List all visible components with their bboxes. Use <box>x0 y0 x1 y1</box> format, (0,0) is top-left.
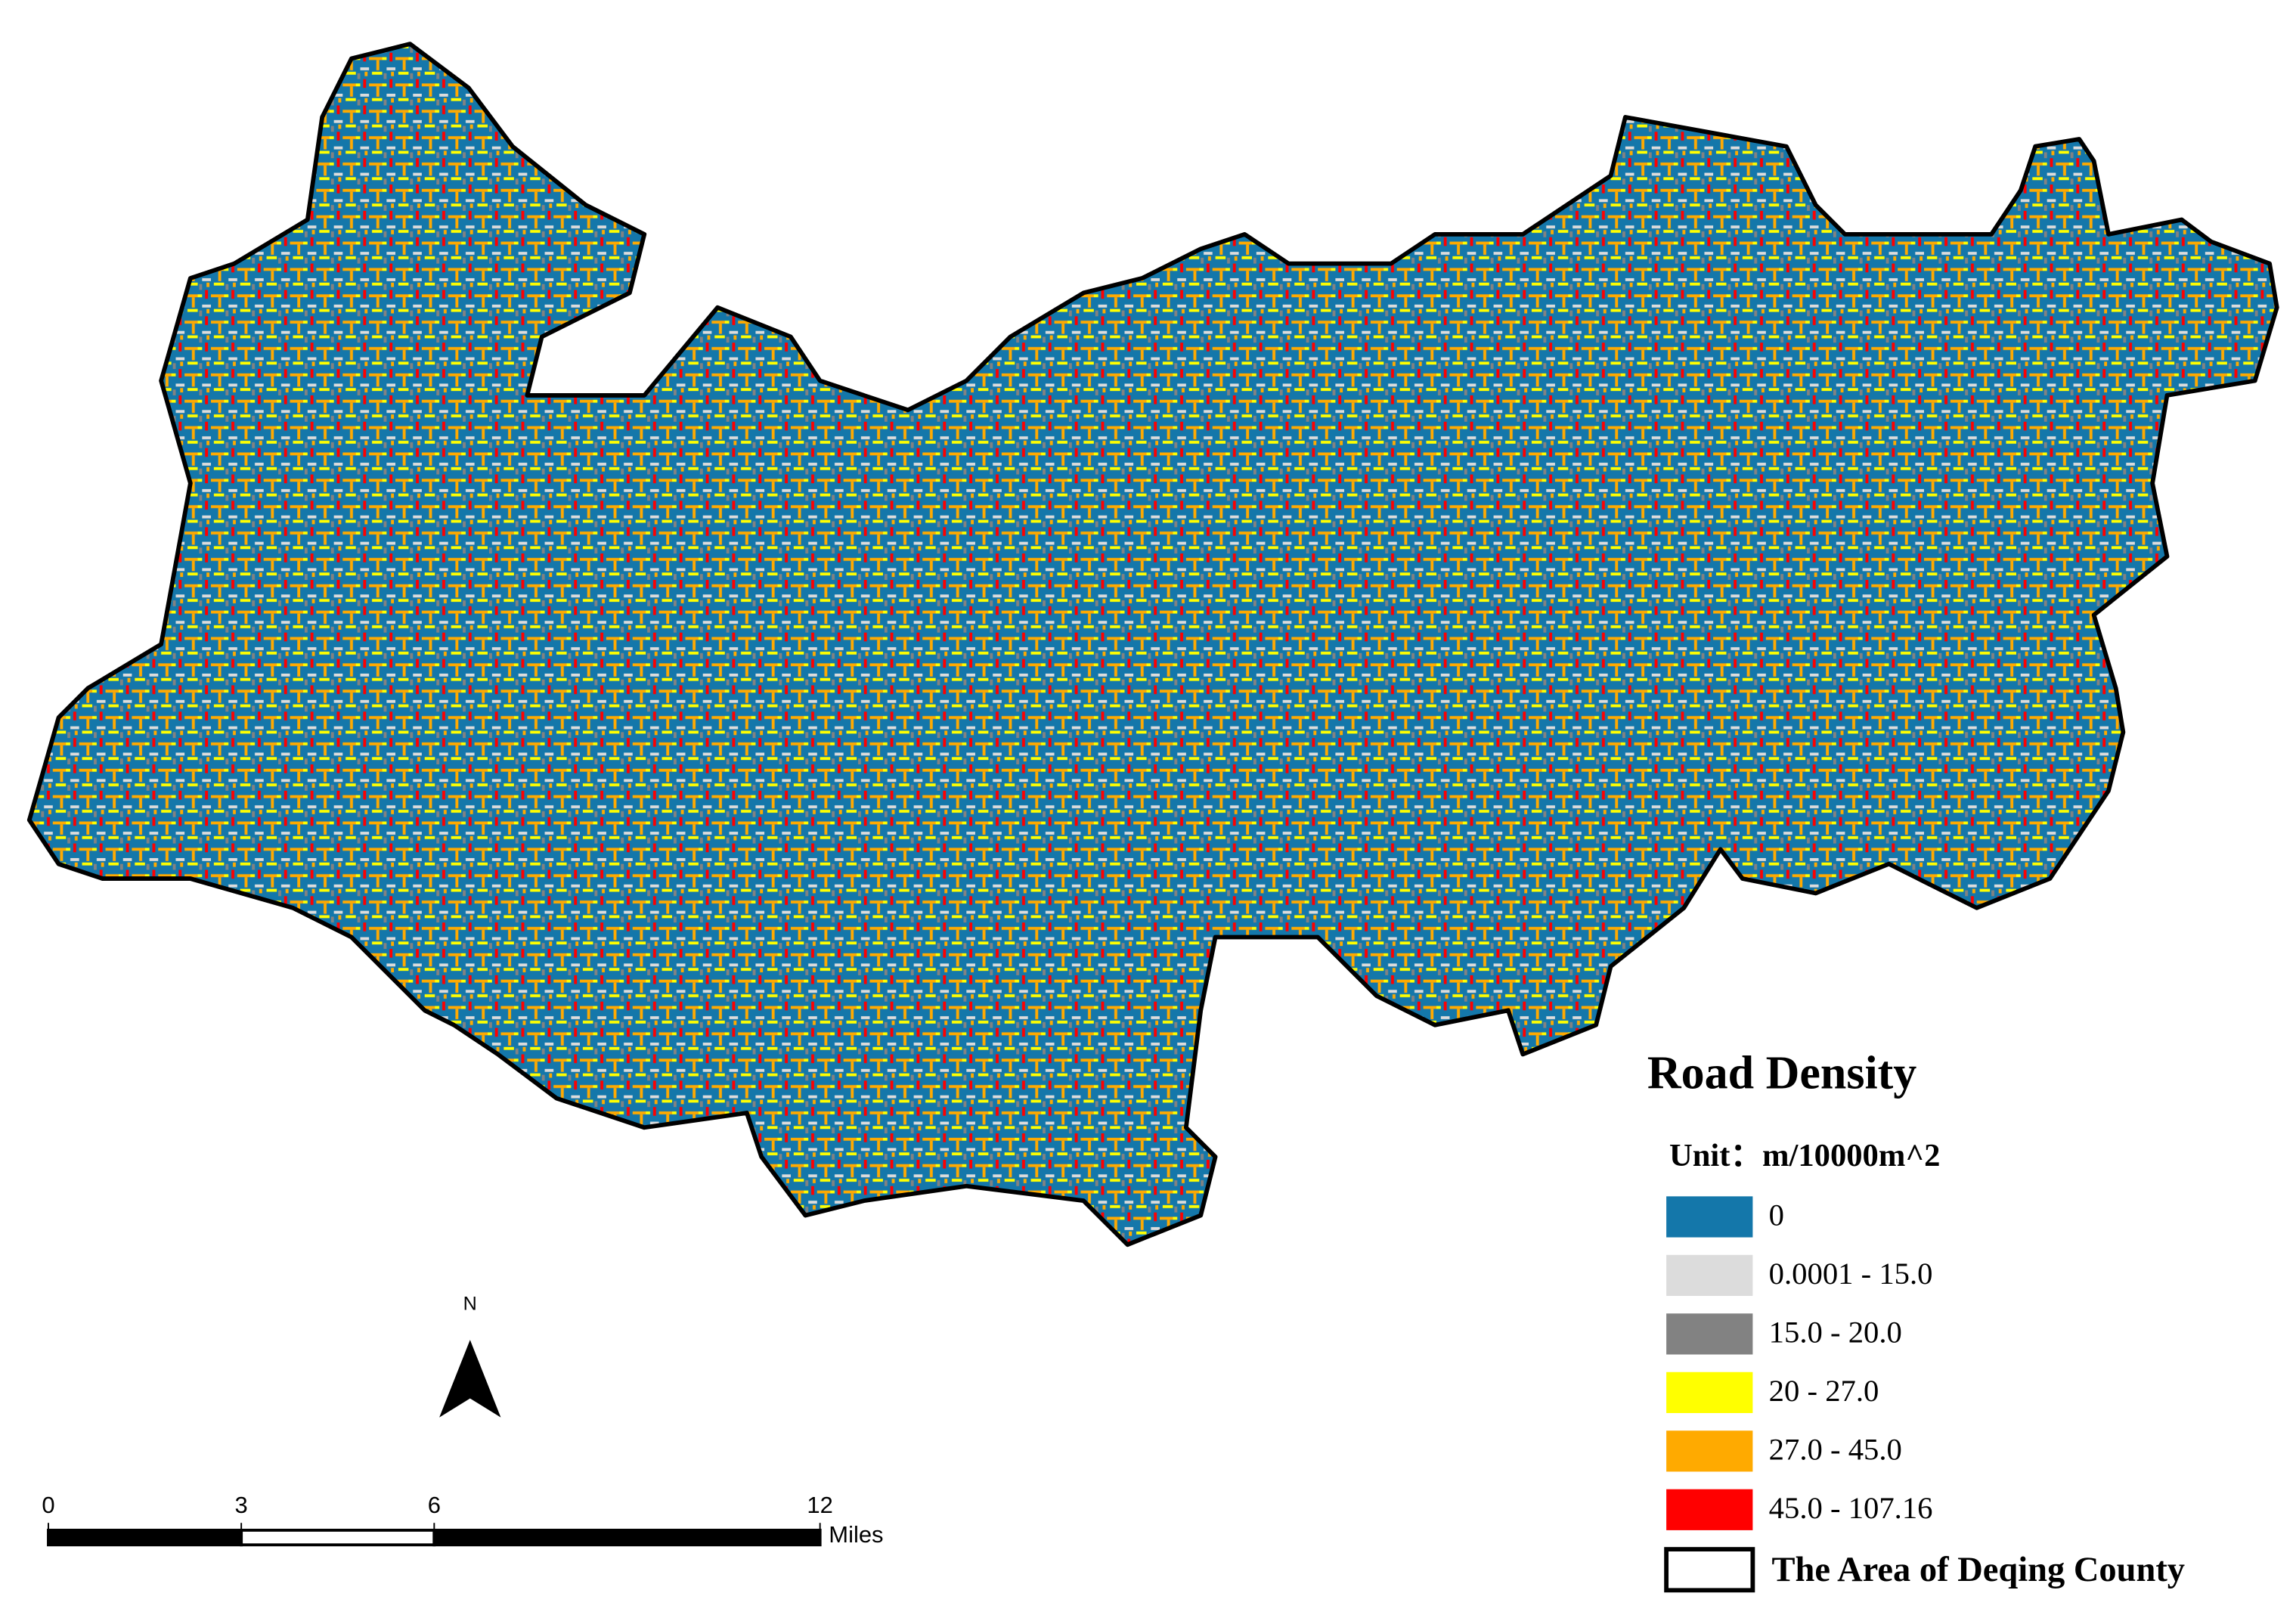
scale-unit: Miles <box>829 1521 883 1548</box>
legend-title: Road Density <box>1647 1048 1916 1099</box>
legend-swatch <box>1666 1254 1753 1297</box>
scale-tick-label: 6 <box>428 1492 441 1518</box>
legend-swatch <box>1666 1196 1753 1238</box>
boundary-label: The Area of Deqing County <box>1772 1551 2185 1589</box>
scale-bar: 0 3 6 12 Miles <box>42 1492 883 1548</box>
legend-swatch <box>1666 1313 1753 1355</box>
scale-tick-label: 12 <box>807 1492 832 1518</box>
legend-swatch <box>1666 1371 1753 1413</box>
legend-label: 0.0001 - 15.0 <box>1769 1257 1933 1291</box>
legend-swatch <box>1666 1489 1753 1530</box>
scale-tick-label: 0 <box>42 1492 54 1518</box>
legend-unit: Unit：m/10000m^2 <box>1669 1138 1940 1173</box>
legend-label: 20 - 27.0 <box>1769 1374 1879 1408</box>
legend-label: 0 <box>1769 1198 1784 1232</box>
north-label: N <box>463 1293 477 1314</box>
legend-label: 45.0 - 107.16 <box>1769 1491 1933 1525</box>
scale-tick-label: 3 <box>235 1492 248 1518</box>
north-arrow <box>439 1340 501 1418</box>
scale-segment <box>432 1528 822 1547</box>
legend-label: 15.0 - 20.0 <box>1769 1316 1902 1350</box>
legend-swatch <box>1666 1430 1753 1472</box>
legend-label: 27.0 - 45.0 <box>1769 1433 1902 1467</box>
boundary-swatch <box>1664 1547 1755 1593</box>
scale-segment <box>240 1528 436 1547</box>
county-area <box>26 42 2279 1248</box>
legend: 0 0.0001 - 15.0 15.0 - 20.0 20 - 27.0 27.0 -… <box>1666 1196 1933 1530</box>
scale-segment <box>47 1528 243 1547</box>
